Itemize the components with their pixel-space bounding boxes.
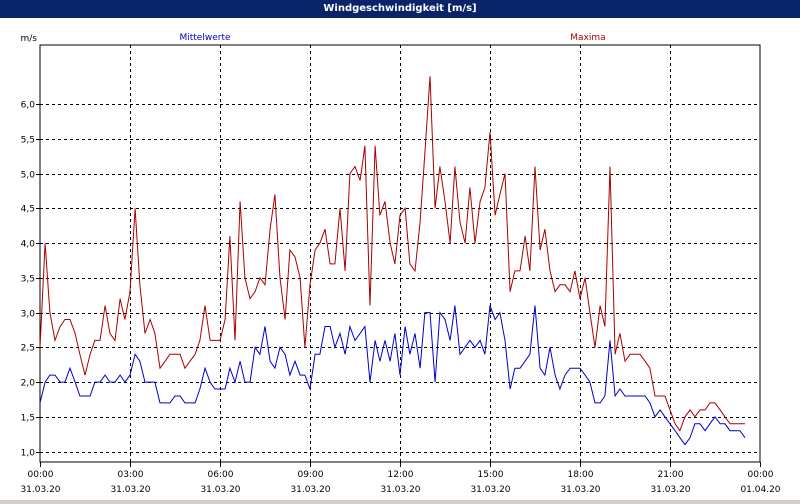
x-tick-time-label: 12:00 xyxy=(388,470,414,480)
x-tick-date-label: 31.03.20 xyxy=(380,485,420,495)
x-tick-date-label: 31.03.20 xyxy=(560,485,600,495)
x-tick-date-label: 31.03.20 xyxy=(200,485,240,495)
series-line-maxima xyxy=(39,76,745,432)
y-axis-unit-label: m/s xyxy=(21,34,38,44)
x-tick-date-label: 31.03.20 xyxy=(470,485,510,495)
x-tick-time-label: 00:00 xyxy=(748,470,774,480)
x-tick-time-label: 06:00 xyxy=(208,470,234,480)
series-lines xyxy=(39,76,746,446)
y-tick-label: 3,5 xyxy=(21,275,35,285)
y-tick-label: 1,5 xyxy=(21,414,35,424)
x-tick-time-label: 15:00 xyxy=(478,470,504,480)
series-line-mittelwerte xyxy=(39,305,746,446)
x-tick-time-label: 03:00 xyxy=(118,470,144,480)
x-tick-date-label: 31.03.20 xyxy=(290,485,330,495)
y-tick-label: 6,0 xyxy=(21,101,36,111)
x-tick-time-label: 00:00 xyxy=(28,470,54,480)
y-tick-label: 1,0 xyxy=(21,449,36,459)
x-tick-time-label: 21:00 xyxy=(658,470,684,480)
legend-label-mittelwerte: Mittelwerte xyxy=(179,33,230,43)
chart-panel: 1,0 1,5 2,0 2,5 3,0 3,5 4,0 4,5 5,0 5,5 6,0 00:00 31… xyxy=(0,18,800,500)
x-tick-date-label: 31.03.20 xyxy=(20,485,60,495)
legend-label-maxima: Maxima xyxy=(570,33,605,43)
grid xyxy=(40,45,760,462)
y-tick-label: 3,0 xyxy=(21,310,36,320)
x-tick-date-label: 31.03.20 xyxy=(110,485,150,495)
x-tick-date-label: 31.03.20 xyxy=(650,485,690,495)
chart-svg: 1,0 1,5 2,0 2,5 3,0 3,5 4,0 4,5 5,0 5,5 6,0 00:00 31… xyxy=(20,33,780,495)
y-tick-label: 4,5 xyxy=(21,205,35,215)
x-tick-time-label: 09:00 xyxy=(298,470,324,480)
y-tick-label: 2,5 xyxy=(21,344,35,354)
x-tick-date-label: 01.04.20 xyxy=(740,485,780,495)
x-tick-time-label: 18:00 xyxy=(568,470,594,480)
labels: 1,0 1,5 2,0 2,5 3,0 3,5 4,0 4,5 5,0 5,5 6,0 00:00 31… xyxy=(20,33,780,495)
window-title: Windgeschwindigkeit [m/s] xyxy=(0,0,800,18)
y-tick-label: 5,5 xyxy=(21,136,35,146)
y-tick-label: 5,0 xyxy=(21,171,36,181)
y-tick-label: 2,0 xyxy=(21,379,36,389)
y-tick-label: 4,0 xyxy=(21,240,36,250)
axes xyxy=(36,44,761,467)
